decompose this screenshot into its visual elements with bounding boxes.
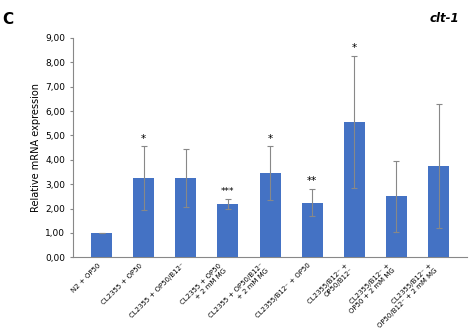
Text: ***: *** [221,187,235,196]
Bar [133,178,154,257]
Text: clt-1: clt-1 [429,12,459,25]
Bar [218,204,238,257]
Bar [428,166,449,257]
Bar [260,173,281,257]
Text: *: * [352,43,357,53]
Bar [344,122,365,257]
Y-axis label: Relative mRNA expression: Relative mRNA expression [31,83,41,212]
Text: *: * [267,133,273,143]
Bar [386,197,407,257]
Text: *: * [141,133,146,143]
Bar [175,178,196,257]
Bar [301,203,323,257]
Text: **: ** [307,176,317,186]
Text: C: C [2,12,13,27]
Bar [91,233,112,257]
